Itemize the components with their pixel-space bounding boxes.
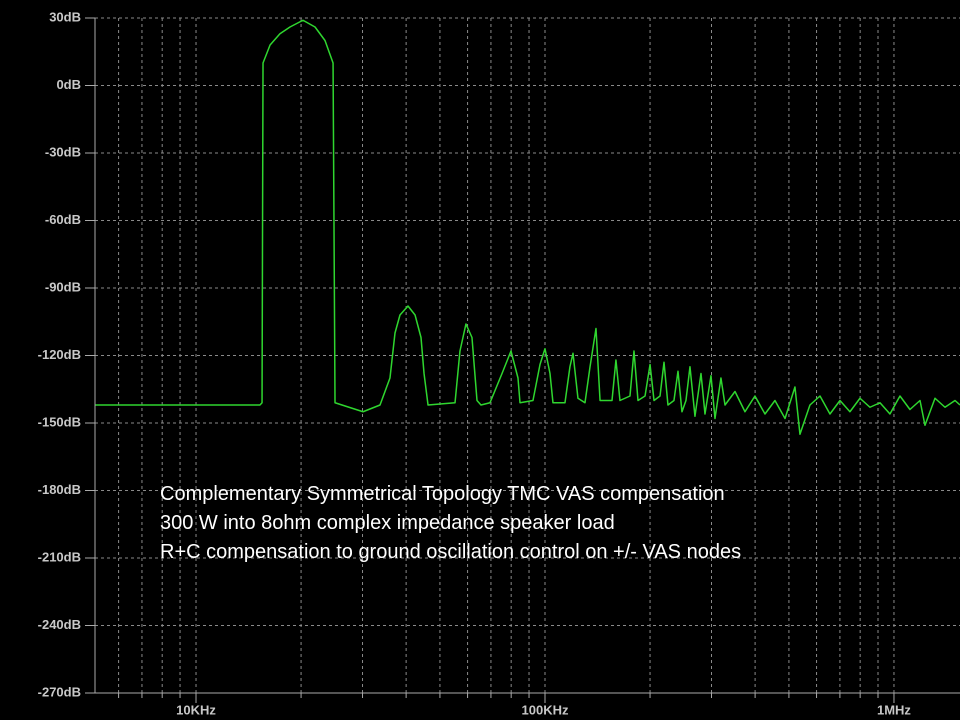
annotation: Complementary Symmetrical Topology TMC V…	[160, 483, 725, 505]
y-tick-label: 0dB	[56, 77, 81, 92]
y-tick-label: -150dB	[38, 414, 81, 429]
x-tick-label: 1MHz	[877, 702, 911, 717]
y-tick-label: -180dB	[38, 482, 81, 497]
y-tick-label: -270dB	[38, 684, 81, 699]
y-tick-label: -90dB	[45, 279, 81, 294]
annotation: 300 W into 8ohm complex impedance speake…	[160, 512, 615, 534]
y-tick-label: -240dB	[38, 617, 81, 632]
y-tick-label: -60dB	[45, 212, 81, 227]
x-tick-label: 100KHz	[522, 702, 569, 717]
annotation: R+C compensation to ground oscillation c…	[160, 541, 741, 563]
x-tick-label: 10KHz	[176, 702, 216, 717]
trace	[95, 19, 960, 435]
y-tick-label: 30dB	[49, 9, 81, 24]
y-tick-label: -210dB	[38, 549, 81, 564]
y-tick-label: -120dB	[38, 347, 81, 362]
y-tick-label: -30dB	[45, 144, 81, 159]
